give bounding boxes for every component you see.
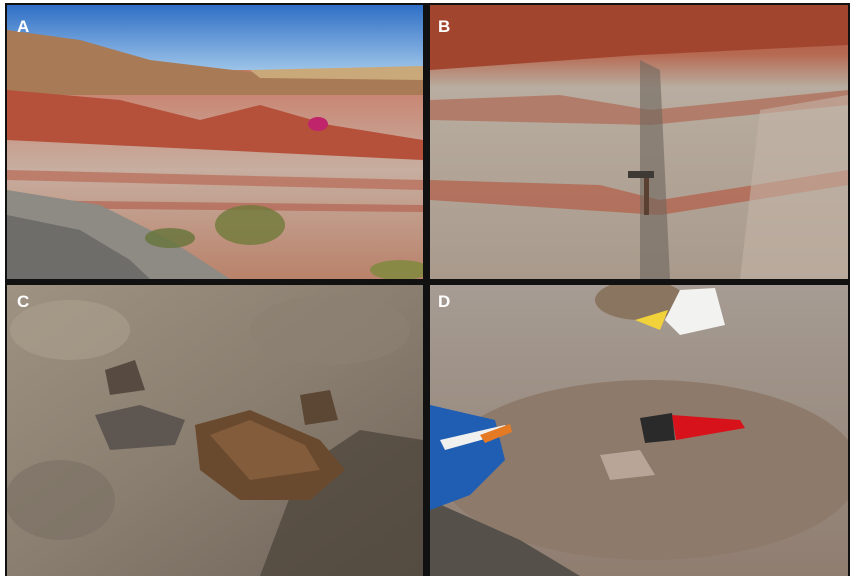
photo-c	[7, 285, 423, 576]
divider	[5, 279, 850, 285]
photo-d	[430, 285, 848, 576]
panel-label: B	[438, 17, 450, 36]
panel-label: A	[17, 17, 29, 36]
photo-a	[7, 5, 423, 279]
panel-label: D	[438, 292, 450, 311]
divider	[423, 3, 430, 576]
photo-b	[430, 5, 848, 279]
panel-label: C	[17, 292, 29, 311]
